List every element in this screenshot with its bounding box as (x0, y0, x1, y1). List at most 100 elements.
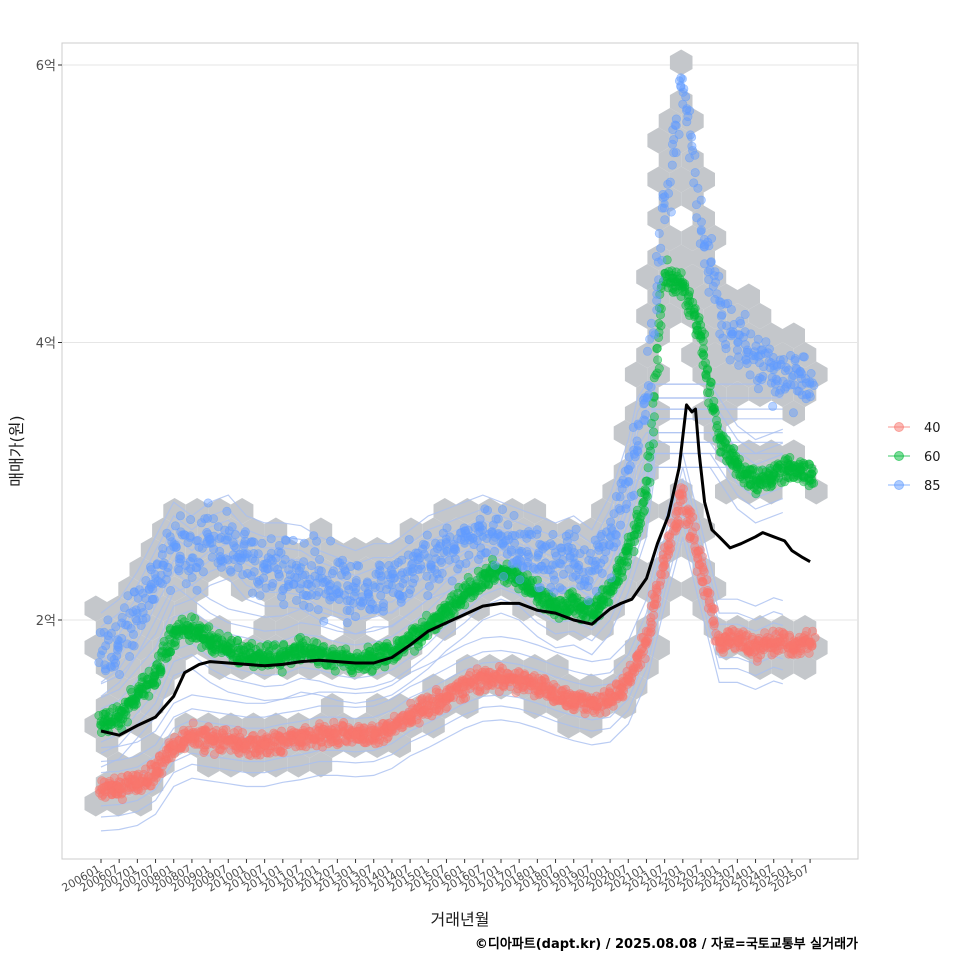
data-point (409, 574, 419, 584)
data-point (148, 584, 158, 594)
data-point (297, 570, 307, 580)
hex-cell (512, 517, 535, 544)
series-60-anchor-point (769, 470, 778, 479)
series-40-anchor-point (533, 682, 542, 691)
data-point (706, 257, 716, 267)
hex-cell (309, 595, 333, 622)
data-point (398, 578, 408, 588)
series-40-anchor-point (769, 635, 778, 644)
data-point (255, 591, 265, 601)
hex-cell (793, 654, 817, 680)
data-point (712, 423, 722, 433)
series-40-anchor-point (133, 779, 142, 788)
data-point (636, 660, 646, 670)
data-point (617, 566, 627, 576)
data-point (768, 401, 778, 411)
series-60-anchor-point (569, 599, 578, 608)
hex-cell (647, 127, 670, 154)
data-point (708, 281, 718, 291)
hex-cell (366, 693, 389, 719)
hex-cell (107, 751, 130, 778)
hex-cell (275, 537, 299, 563)
data-point (548, 529, 558, 539)
data-point (503, 520, 513, 530)
hex-cell (681, 147, 704, 173)
hex-cell (771, 342, 794, 368)
data-point (192, 585, 202, 595)
data-point (652, 587, 662, 597)
hex-cell (557, 517, 580, 544)
data-point (422, 692, 432, 702)
hex-cell (107, 790, 130, 817)
data-point (313, 605, 323, 615)
data-point (255, 750, 265, 760)
series-85-anchor-point (424, 553, 433, 562)
legend: 40 60 85 (888, 421, 941, 494)
data-point (441, 537, 451, 547)
hex-cell (84, 595, 107, 622)
data-point (670, 120, 680, 130)
density-contour (100, 536, 783, 832)
data-point (696, 217, 706, 227)
data-point (149, 594, 159, 604)
data-point (597, 692, 607, 702)
y-tick-label: 6억 (36, 59, 56, 74)
data-point (378, 602, 388, 612)
series-85-anchor-point (678, 74, 687, 84)
data-point (333, 738, 343, 748)
data-point (509, 510, 519, 520)
data-point (442, 523, 452, 533)
series-40-anchor-point (387, 722, 397, 731)
data-point (650, 330, 660, 340)
data-point (238, 728, 248, 738)
series-85-anchor-point (405, 567, 415, 576)
hex-cell (478, 654, 502, 680)
data-point (304, 602, 314, 612)
data-point (591, 586, 601, 596)
data-point (110, 661, 120, 671)
series-85-anchor-point (315, 574, 324, 583)
data-point (751, 489, 761, 499)
data-point (437, 568, 447, 578)
data-point (710, 404, 720, 414)
data-point (299, 538, 309, 548)
series-85-anchor-point (660, 199, 669, 208)
series-85-anchor-point (642, 393, 651, 403)
data-point (652, 594, 662, 604)
data-point (478, 521, 488, 531)
series-85-anchor-point (478, 532, 487, 541)
data-point (515, 575, 525, 585)
series-85-anchor-point (587, 567, 597, 576)
data-point (681, 506, 691, 516)
data-point (606, 517, 616, 527)
data-point (799, 352, 809, 362)
series-60-anchor-point (278, 653, 287, 662)
hex-cell (737, 361, 760, 388)
data-point (675, 519, 685, 529)
series-40-anchor-point (115, 783, 124, 793)
data-point (686, 507, 696, 517)
series-85-anchor-point (460, 539, 469, 548)
data-point (569, 532, 579, 542)
data-point (117, 794, 127, 804)
data-point (288, 535, 298, 545)
data-point (676, 483, 686, 493)
data-point (639, 505, 649, 515)
series-40-anchor-point (96, 785, 106, 794)
data-point (606, 573, 616, 583)
x-axis-title: 거래년월 (431, 910, 490, 929)
data-point (646, 382, 656, 392)
data-point (646, 613, 656, 623)
hex-cell (726, 303, 749, 329)
hex-cell (433, 498, 456, 524)
data-point (681, 92, 691, 102)
series-40-anchor-point (605, 696, 615, 705)
data-point (758, 371, 768, 381)
data-point (123, 717, 133, 727)
data-point (162, 528, 172, 538)
series-60-anchor-point (605, 588, 615, 597)
series-60-anchor-point (133, 692, 142, 701)
data-point (646, 318, 656, 328)
data-point (226, 567, 236, 577)
